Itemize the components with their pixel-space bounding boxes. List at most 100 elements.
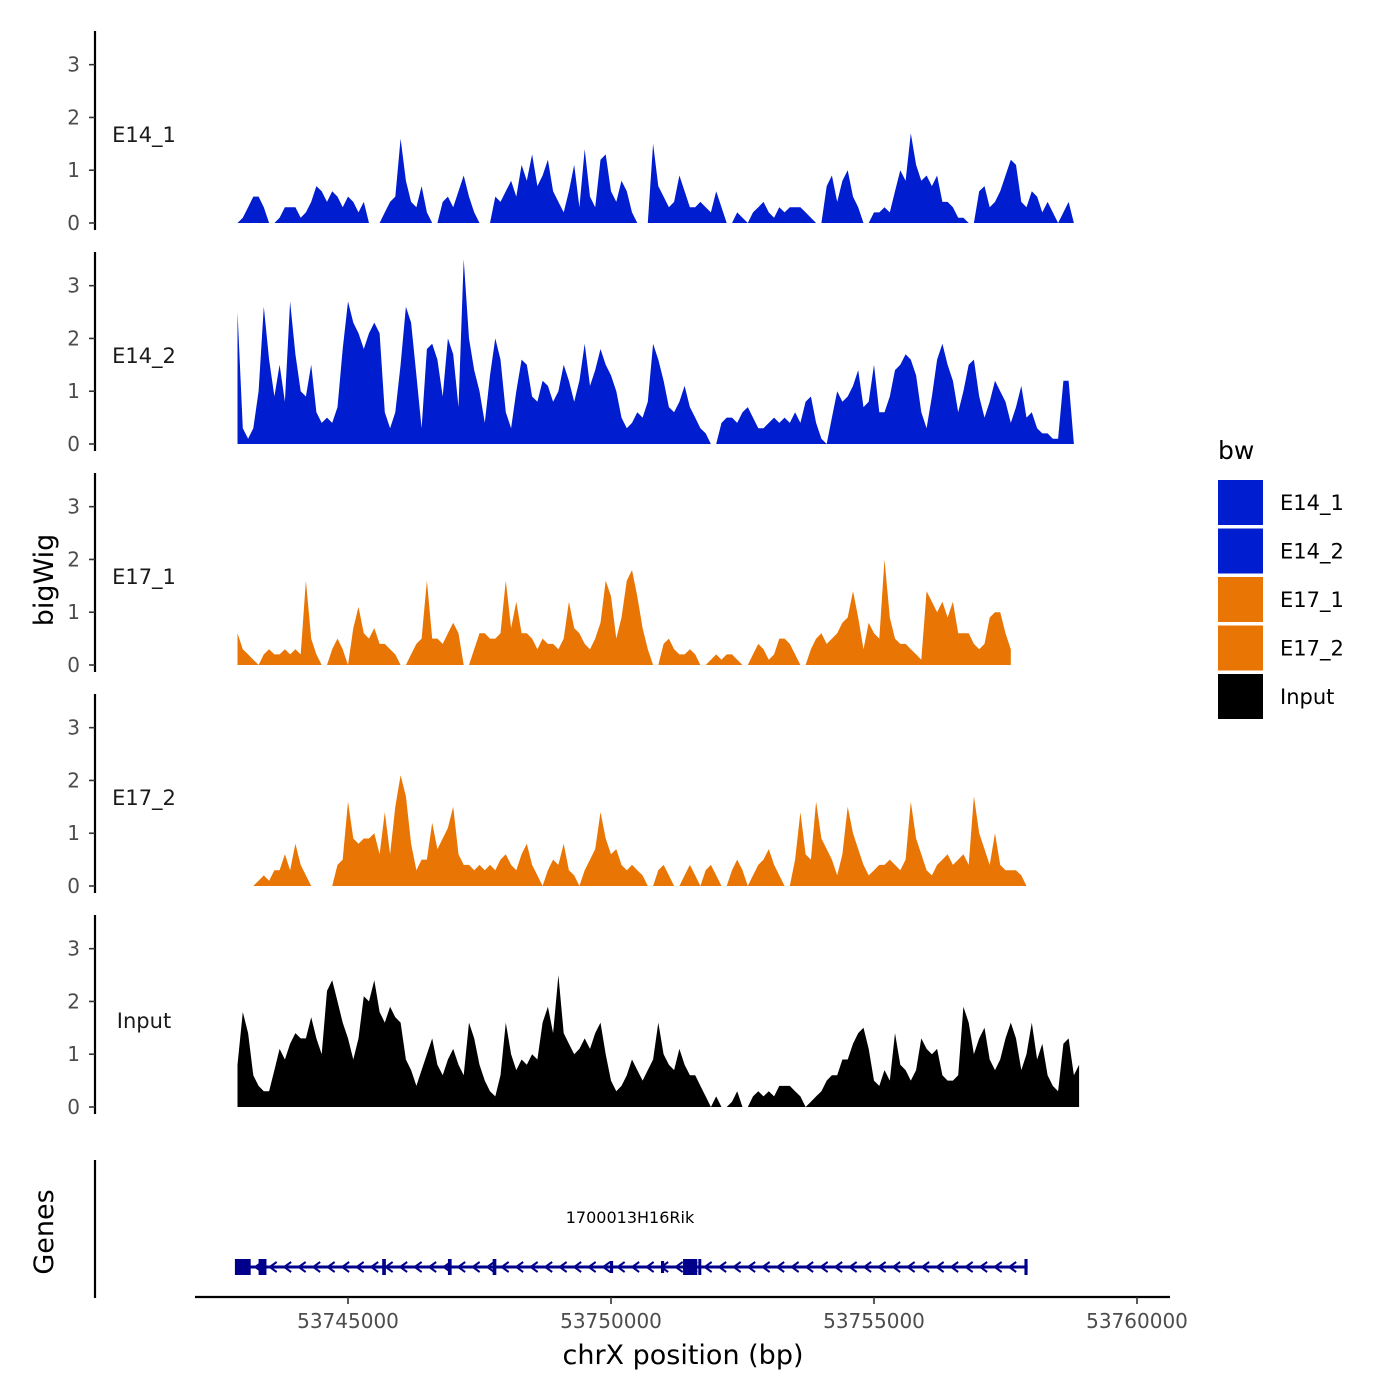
signal-area	[647, 143, 727, 223]
legend-swatch-e17-2	[1218, 625, 1263, 671]
signal-area	[747, 1085, 806, 1107]
legend-swatch-e14-2	[1218, 528, 1263, 574]
y-tick-label: 0	[67, 432, 80, 456]
strand-arrow	[601, 1261, 611, 1273]
gene-exon	[382, 1259, 386, 1275]
y-tick-label: 0	[67, 874, 80, 898]
strand-arrow	[427, 1261, 437, 1273]
signal-area	[747, 849, 785, 886]
y-tick-label: 1	[67, 821, 80, 845]
y-tick-label: 3	[67, 274, 80, 298]
strand-arrow	[572, 1261, 582, 1273]
strand-arrow	[586, 1261, 597, 1273]
strand-arrow	[644, 1261, 655, 1273]
y-tick-label: 3	[67, 495, 80, 519]
track-panels: 0 1 2 3 E14_1 0 1 2 3 E14_2 0 1 2 3 E17_1 0 1 2 3 E17_2 0 1 2 3…	[67, 31, 1080, 1119]
signal-area	[726, 859, 748, 886]
gene-exon	[492, 1259, 497, 1275]
x-tick-label: 53755000	[823, 1309, 925, 1333]
x-tick-label: 53750000	[560, 1309, 662, 1333]
y-tick-label: 1	[67, 158, 80, 182]
legend-swatch-input	[1218, 674, 1263, 719]
track-label: Input	[117, 1009, 171, 1033]
strand-arrow	[833, 1261, 843, 1273]
gene-exon	[234, 1259, 251, 1275]
strand-arrow	[731, 1261, 742, 1273]
signal-area	[253, 843, 312, 886]
x-axis: 53745000 53750000 53755000 53760000	[195, 1295, 1188, 1333]
signal-area	[747, 638, 801, 665]
y-tick-label: 2	[67, 989, 80, 1013]
track-label: E17_2	[112, 786, 176, 811]
strand-arrow	[267, 1261, 278, 1273]
signal-area	[348, 606, 401, 665]
y-tick-label: 2	[67, 547, 80, 571]
strand-arrow	[818, 1261, 829, 1273]
signal-area	[490, 149, 638, 223]
legend: bw E14_1 E14_2 E17_1 E17_2 Input	[1218, 436, 1344, 719]
strand-arrow	[876, 1261, 887, 1273]
strand-arrow	[891, 1261, 901, 1273]
signal-area	[237, 259, 711, 444]
strand-arrow	[847, 1261, 858, 1273]
strand-arrow	[934, 1261, 945, 1273]
gene-exon	[258, 1259, 267, 1275]
signal-area	[579, 812, 648, 886]
track-label: E14_2	[112, 344, 176, 369]
strand-arrow	[282, 1261, 292, 1273]
signal-area	[653, 864, 675, 886]
signal-area	[332, 775, 543, 886]
y-tick-label: 2	[67, 326, 80, 350]
strand-arrow	[557, 1261, 568, 1273]
legend-label-e17-1: E17_1	[1280, 588, 1344, 613]
strand-arrow	[920, 1261, 930, 1273]
strand-arrow	[775, 1261, 785, 1273]
y-tick-label: 0	[67, 653, 80, 677]
strand-arrow	[412, 1261, 423, 1273]
strand-arrow	[528, 1261, 539, 1273]
x-tick-label: 53760000	[1086, 1309, 1188, 1333]
strand-arrow	[746, 1261, 756, 1273]
y-tick-label: 1	[67, 1042, 80, 1066]
signal-area	[379, 138, 433, 223]
signal-area	[973, 159, 1059, 223]
strand-arrow	[789, 1261, 800, 1273]
strand-arrow	[615, 1261, 626, 1273]
signal-area	[826, 343, 1074, 444]
track-input: 0 1 2 3 Input	[67, 915, 1080, 1119]
gene-exon	[1024, 1259, 1028, 1275]
signal-area	[805, 559, 1011, 665]
y-tick-label: 2	[67, 105, 80, 129]
legend-swatch-e17-1	[1218, 577, 1263, 622]
strand-arrow	[296, 1261, 307, 1273]
signal-area	[732, 212, 748, 223]
strand-arrow	[630, 1261, 640, 1273]
signal-area	[700, 864, 722, 886]
signal-area	[237, 196, 270, 223]
legend-swatch-e14-1	[1218, 480, 1263, 525]
legend-label-e17-2: E17_2	[1280, 637, 1344, 662]
y-axis-title: bigWig	[29, 534, 60, 627]
track-e14-1: 0 1 2 3 E14_1	[67, 31, 1074, 235]
gene-exon	[447, 1259, 452, 1275]
gene-exon	[683, 1259, 698, 1275]
legend-label-input: Input	[1280, 685, 1334, 709]
strand-arrow	[354, 1261, 365, 1273]
track-e17-2: 0 1 2 3 E17_2	[67, 694, 1027, 898]
track-label: E17_1	[112, 565, 176, 590]
strand-arrow	[470, 1261, 481, 1273]
strand-arrow	[369, 1261, 379, 1273]
signal-area	[405, 580, 464, 665]
strand-arrow	[499, 1261, 510, 1273]
signal-area	[710, 1096, 722, 1107]
legend-title: bw	[1218, 436, 1254, 465]
signal-area	[237, 975, 711, 1107]
signal-area	[274, 186, 369, 223]
signal-area	[805, 1006, 1080, 1107]
gene-model: 1700013H16Rik	[234, 1208, 1028, 1275]
strand-arrow	[978, 1261, 988, 1273]
signal-area	[469, 570, 654, 665]
strand-arrow	[514, 1261, 524, 1273]
strand-arrow	[760, 1261, 771, 1273]
strand-arrow	[717, 1261, 727, 1273]
